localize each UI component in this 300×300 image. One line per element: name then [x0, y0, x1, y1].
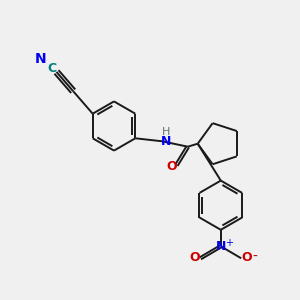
Text: C: C — [48, 62, 57, 75]
Text: O: O — [241, 251, 252, 264]
Text: N: N — [216, 240, 226, 253]
Text: O: O — [166, 160, 177, 173]
Text: N: N — [161, 135, 171, 148]
Text: +: + — [225, 238, 233, 248]
Text: H: H — [162, 127, 170, 137]
Text: N: N — [34, 52, 46, 66]
Text: -: - — [252, 250, 257, 263]
Text: O: O — [190, 251, 200, 264]
